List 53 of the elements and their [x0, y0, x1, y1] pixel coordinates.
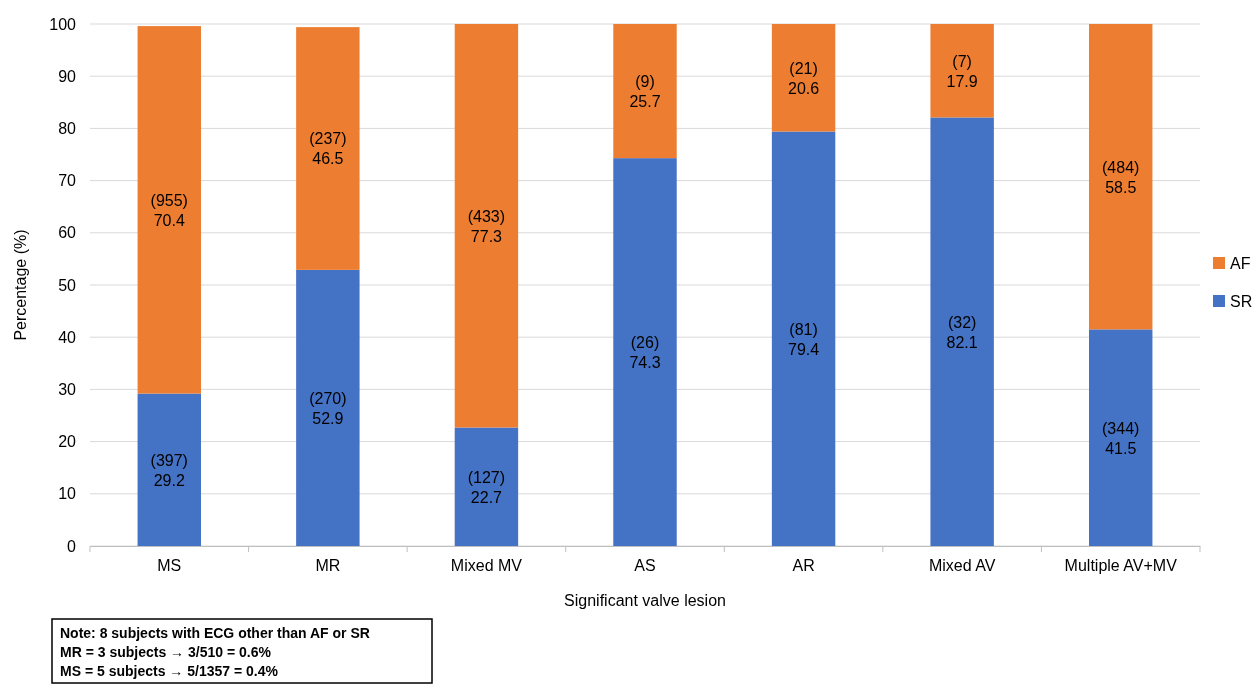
bar: [1089, 24, 1153, 330]
y-tick-label: 80: [58, 120, 77, 138]
x-tick-label: AS: [634, 557, 656, 575]
bar: [1089, 329, 1153, 546]
data-label: (9) 25.7: [629, 73, 661, 111]
bar: [296, 269, 360, 546]
y-tick-label: 30: [58, 381, 77, 399]
text: MR = 3 subjects → 3/510 = 0.6%: [60, 644, 272, 660]
data-label: (7) 17.9: [946, 52, 978, 90]
data-label: (955) 70.4: [150, 191, 188, 229]
y-axis-title: Percentage (%): [12, 229, 29, 341]
data-label: (26) 74.3: [629, 334, 661, 372]
bar: [137, 26, 201, 394]
data-label: (127) 22.7: [467, 468, 506, 506]
x-axis-title: Significant valve lesion: [564, 592, 726, 609]
data-label: (433) 77.3: [467, 207, 506, 245]
bar: [771, 24, 836, 132]
data-label: (344) 41.5: [1102, 419, 1140, 457]
bar: [296, 27, 360, 270]
y-tick-label: 0: [67, 537, 77, 555]
data-label: (270) 52.9: [309, 389, 347, 427]
x-tick-label: MS: [157, 557, 182, 575]
y-tick-label: 100: [49, 15, 77, 33]
y-tick-label: 90: [58, 67, 77, 85]
y-tick-label: 40: [58, 328, 77, 346]
legend-label: AF: [1230, 255, 1251, 272]
x-tick-label: AR: [792, 557, 815, 575]
bar: [613, 158, 677, 546]
bar: [454, 427, 519, 546]
data-label: (32) 82.1: [946, 313, 978, 351]
bar: [613, 24, 677, 159]
data-label: (237) 46.5: [309, 130, 347, 168]
y-tick-label: 50: [58, 276, 77, 294]
bar: [930, 24, 994, 118]
bar: [930, 117, 994, 546]
text: Note: 8 subjects with ECG other than AF or SR: [60, 625, 370, 641]
data-label: (397) 29.2: [150, 451, 188, 489]
bar: [771, 131, 836, 546]
x-tick-label: Mixed AV: [928, 557, 996, 575]
data-label: (21) 20.6: [788, 59, 820, 97]
legend-label: SR: [1230, 293, 1253, 310]
x-tick-label: MR: [315, 557, 341, 575]
data-label: (81) 79.4: [788, 320, 820, 358]
bar: [137, 393, 201, 546]
data-label: (484) 58.5: [1102, 158, 1140, 196]
y-tick-label: 20: [58, 433, 77, 451]
bar: [454, 24, 519, 428]
y-tick-label: 70: [58, 172, 77, 190]
x-tick-label: Mixed MV: [450, 557, 523, 575]
text: MS = 5 subjects → 5/1357 = 0.4%: [60, 663, 279, 679]
x-tick-label: Multiple AV+MV: [1064, 557, 1178, 575]
y-tick-label: 60: [58, 224, 77, 242]
y-tick-label: 10: [58, 485, 77, 503]
